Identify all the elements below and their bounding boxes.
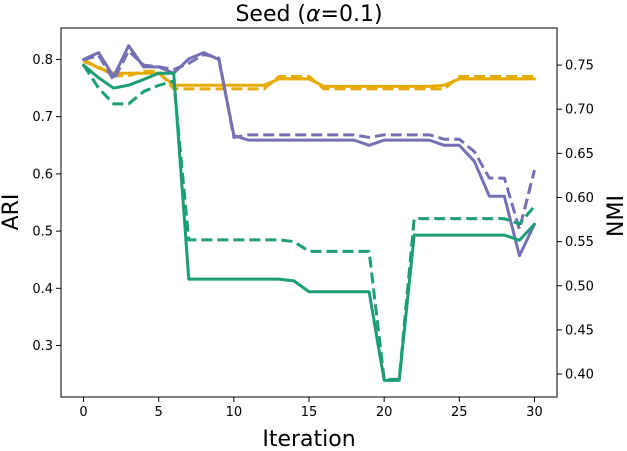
x-tick-label: 25 bbox=[451, 405, 468, 420]
y-tick-label-left: 0.4 bbox=[32, 282, 53, 297]
y-tick-label-right: 0.45 bbox=[565, 323, 594, 338]
y-tick-label-left: 0.3 bbox=[32, 339, 53, 354]
chart-title-prefix: Seed ( bbox=[235, 2, 306, 27]
y-tick-label-right: 0.50 bbox=[565, 279, 594, 294]
y-tick-label-left: 0.8 bbox=[32, 53, 53, 68]
x-tick-label: 20 bbox=[376, 405, 393, 420]
y-tick-label-left: 0.5 bbox=[32, 225, 53, 240]
y-tick-label-right: 0.75 bbox=[565, 59, 594, 74]
chart-title-symbol: α bbox=[306, 2, 321, 27]
x-tick-label: 15 bbox=[301, 405, 318, 420]
series-line-1 bbox=[83, 60, 535, 91]
series-layer bbox=[82, 44, 536, 382]
y-axis-label-left: ARI bbox=[0, 194, 24, 231]
y-axis-label-right: NMI bbox=[604, 195, 627, 237]
y-tick-label-right: 0.70 bbox=[565, 103, 594, 118]
chart-title-suffix: =0.1) bbox=[321, 2, 383, 27]
x-tick-label: 0 bbox=[79, 405, 87, 420]
series-line-5 bbox=[82, 64, 536, 381]
y-tick-label-left: 0.7 bbox=[32, 110, 53, 125]
y-tick-label-left: 0.6 bbox=[32, 167, 53, 182]
x-tick-label: 10 bbox=[226, 405, 243, 420]
axis-layer: 0 5 10 15 20 25 30 0.3 0.4 0.5 0.6 0.7 0.8 0.40 0.45 0.… bbox=[32, 53, 594, 420]
x-axis-label: Iteration bbox=[262, 427, 355, 451]
y-tick-label-right: 0.55 bbox=[565, 235, 594, 250]
x-tick-label: 5 bbox=[155, 405, 163, 420]
series-line-3 bbox=[83, 49, 536, 231]
y-tick-label-right: 0.65 bbox=[565, 147, 594, 162]
chart-title: Seed (α=0.1) bbox=[235, 2, 382, 27]
series-line-4 bbox=[82, 63, 536, 382]
x-tick-label: 30 bbox=[526, 405, 543, 420]
series-line-0 bbox=[82, 57, 536, 88]
y-tick-label-right: 0.60 bbox=[565, 191, 594, 206]
y-tick-label-right: 0.40 bbox=[565, 368, 594, 383]
